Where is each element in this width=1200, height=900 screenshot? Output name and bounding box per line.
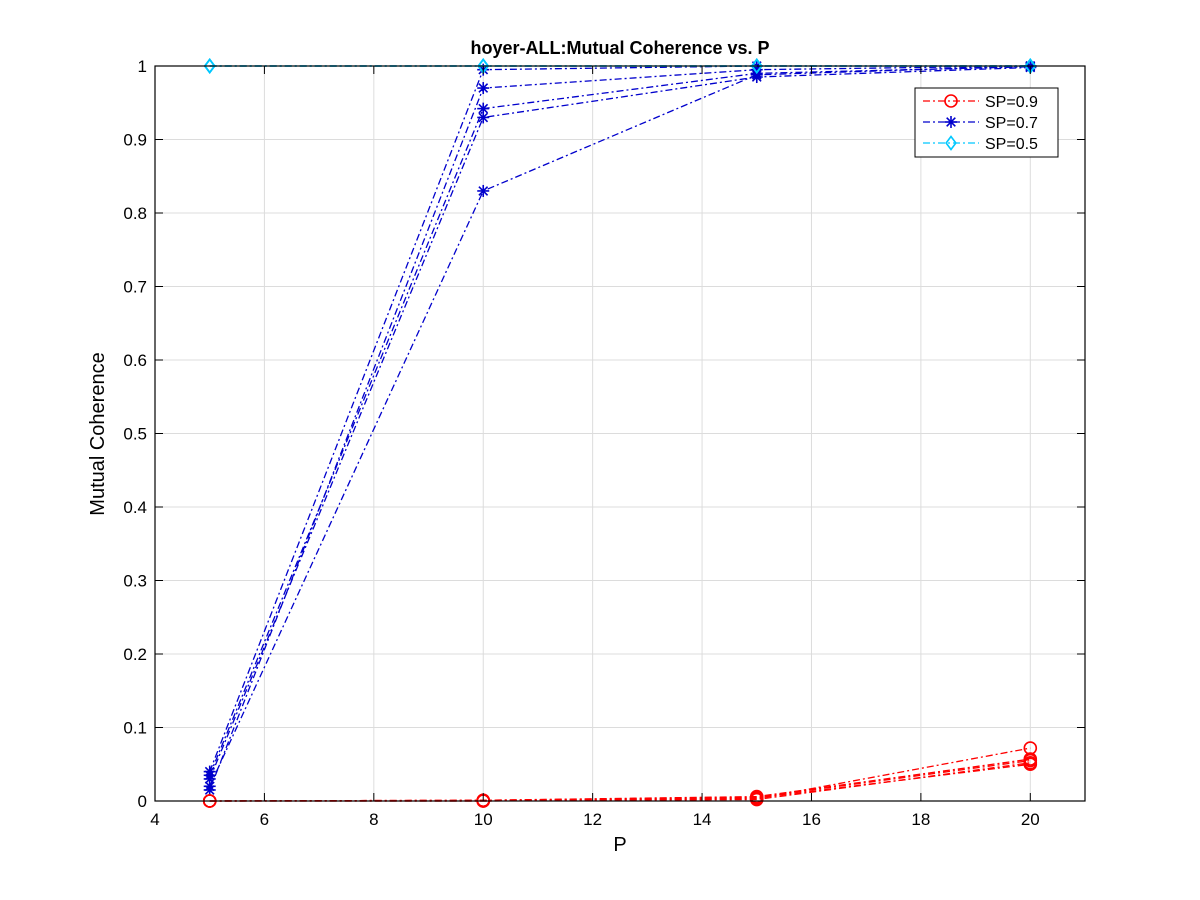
y-tick-label: 0 xyxy=(138,792,147,811)
legend-label: SP=0.5 xyxy=(985,136,1038,153)
y-tick-label: 0.1 xyxy=(123,719,147,738)
x-tick-label: 4 xyxy=(150,810,159,829)
y-tick-label: 0.4 xyxy=(123,498,147,517)
x-tick-label: 12 xyxy=(583,810,602,829)
data-point xyxy=(477,184,490,197)
y-tick-label: 1 xyxy=(138,57,147,76)
legend-swatch-marker xyxy=(944,94,958,108)
x-tick-label: 14 xyxy=(693,810,712,829)
data-point xyxy=(203,58,216,74)
data-point xyxy=(477,102,490,115)
y-tick-label: 0.7 xyxy=(123,278,147,297)
y-tick-label: 0.8 xyxy=(123,204,147,223)
tick-labels: 4 6 8 10 12 14 16 18 20 0 0.1 0.2 0.3 0.4 0.5 0.6 0.7 0.8… xyxy=(123,57,1039,829)
legend-swatch-marker xyxy=(945,116,957,128)
x-tick-label: 8 xyxy=(369,810,378,829)
series-line xyxy=(209,65,1031,791)
legend-swatch-marker xyxy=(945,135,957,151)
x-tick-label: 16 xyxy=(802,810,821,829)
series-line xyxy=(209,66,1031,776)
y-axis-label: Mutual Coherence xyxy=(87,352,109,515)
y-tick-label: 0.3 xyxy=(123,572,147,591)
legend-label: SP=0.9 xyxy=(985,94,1038,111)
legend-box xyxy=(914,87,1059,158)
legend: SP=0.9 SP=0.7 SP=0.5 xyxy=(914,87,1059,158)
x-tick-label: 18 xyxy=(911,810,930,829)
y-tick-label: 0.9 xyxy=(123,131,147,150)
x-axis-label: P xyxy=(613,834,626,856)
y-tick-label: 0.2 xyxy=(123,645,147,664)
series-line xyxy=(209,65,1031,772)
data-point xyxy=(750,58,763,74)
chart-title: hoyer-ALL:Mutual Coherence vs. P xyxy=(470,38,769,58)
data-point xyxy=(1023,752,1038,766)
data-point xyxy=(203,765,216,778)
series-line xyxy=(209,66,1031,780)
legend-label: SP=0.7 xyxy=(985,115,1038,132)
axes xyxy=(154,65,1086,802)
x-tick-label: 10 xyxy=(474,810,493,829)
data-point xyxy=(749,791,764,805)
x-tick-label: 6 xyxy=(260,810,269,829)
data-point xyxy=(1023,757,1038,772)
y-tick-label: 0.6 xyxy=(123,351,147,370)
data-point xyxy=(477,82,490,95)
data-point xyxy=(203,783,216,796)
series-group-SP=0.7 xyxy=(203,60,1037,796)
x-tick-label: 20 xyxy=(1021,810,1040,829)
y-tick-label: 0.5 xyxy=(123,425,147,444)
